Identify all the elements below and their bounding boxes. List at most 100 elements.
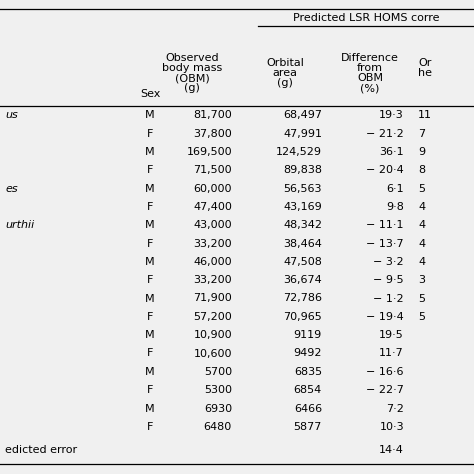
Text: 9·8: 9·8 <box>386 202 404 212</box>
Text: urthii: urthii <box>5 220 34 230</box>
Text: (%): (%) <box>360 83 380 93</box>
Text: 6930: 6930 <box>204 403 232 413</box>
Text: F: F <box>147 238 153 248</box>
Text: 11·7: 11·7 <box>379 348 404 358</box>
Text: OBM: OBM <box>357 73 383 83</box>
Text: F: F <box>147 348 153 358</box>
Text: M: M <box>145 220 155 230</box>
Text: from: from <box>357 63 383 73</box>
Text: − 20·4: − 20·4 <box>366 165 404 175</box>
Text: 36,674: 36,674 <box>283 275 322 285</box>
Text: F: F <box>147 165 153 175</box>
Text: area: area <box>273 68 298 78</box>
Text: 10,900: 10,900 <box>193 330 232 340</box>
Text: 11: 11 <box>418 110 432 120</box>
Text: 10,600: 10,600 <box>193 348 232 358</box>
Text: 48,342: 48,342 <box>283 220 322 230</box>
Text: us: us <box>5 110 18 120</box>
Text: 4: 4 <box>418 220 425 230</box>
Text: 8: 8 <box>418 165 425 175</box>
Text: 10·3: 10·3 <box>379 422 404 432</box>
Text: − 9·5: − 9·5 <box>374 275 404 285</box>
Text: 9119: 9119 <box>294 330 322 340</box>
Text: Sex: Sex <box>140 89 160 99</box>
Text: 60,000: 60,000 <box>193 183 232 193</box>
Text: − 3·2: − 3·2 <box>374 257 404 267</box>
Text: 5: 5 <box>418 183 425 193</box>
Text: 33,200: 33,200 <box>193 238 232 248</box>
Text: 5: 5 <box>418 293 425 303</box>
Text: 68,497: 68,497 <box>283 110 322 120</box>
Text: − 16·6: − 16·6 <box>366 367 404 377</box>
Text: 6854: 6854 <box>294 385 322 395</box>
Text: 7·2: 7·2 <box>386 403 404 413</box>
Text: − 22·7: − 22·7 <box>366 385 404 395</box>
Text: body mass: body mass <box>162 63 222 73</box>
Text: M: M <box>145 403 155 413</box>
Text: M: M <box>145 330 155 340</box>
Text: F: F <box>147 275 153 285</box>
Text: 6480: 6480 <box>204 422 232 432</box>
Text: 19·3: 19·3 <box>379 110 404 120</box>
Text: 81,700: 81,700 <box>193 110 232 120</box>
Text: − 21·2: − 21·2 <box>366 128 404 138</box>
Text: 4: 4 <box>418 257 425 267</box>
Text: M: M <box>145 293 155 303</box>
Text: 5700: 5700 <box>204 367 232 377</box>
Text: 6835: 6835 <box>294 367 322 377</box>
Text: M: M <box>145 183 155 193</box>
Text: 36·1: 36·1 <box>379 147 404 157</box>
Text: 33,200: 33,200 <box>193 275 232 285</box>
Text: 6·1: 6·1 <box>386 183 404 193</box>
Text: (g): (g) <box>184 83 200 93</box>
Text: Predicted LSR HOMS corre: Predicted LSR HOMS corre <box>293 12 439 22</box>
Text: 5: 5 <box>418 312 425 322</box>
Text: − 11·1: − 11·1 <box>366 220 404 230</box>
Text: (g): (g) <box>277 78 293 88</box>
Text: 37,800: 37,800 <box>193 128 232 138</box>
Text: 7: 7 <box>418 128 425 138</box>
Text: es: es <box>5 183 18 193</box>
Text: 47,508: 47,508 <box>283 257 322 267</box>
Text: 4: 4 <box>418 238 425 248</box>
Text: 3: 3 <box>418 275 425 285</box>
Text: M: M <box>145 367 155 377</box>
Text: 6466: 6466 <box>294 403 322 413</box>
Text: − 1·2: − 1·2 <box>374 293 404 303</box>
Text: 9492: 9492 <box>293 348 322 358</box>
Text: − 19·4: − 19·4 <box>366 312 404 322</box>
Text: Observed: Observed <box>165 53 219 63</box>
Text: 4: 4 <box>418 202 425 212</box>
Text: 47,991: 47,991 <box>283 128 322 138</box>
Text: edicted error: edicted error <box>5 445 77 455</box>
Text: Difference: Difference <box>341 53 399 63</box>
Text: M: M <box>145 147 155 157</box>
Text: 71,900: 71,900 <box>193 293 232 303</box>
Text: F: F <box>147 312 153 322</box>
Text: 70,965: 70,965 <box>283 312 322 322</box>
Text: 169,500: 169,500 <box>186 147 232 157</box>
Text: F: F <box>147 128 153 138</box>
Text: M: M <box>145 257 155 267</box>
Text: 19·5: 19·5 <box>379 330 404 340</box>
Text: − 13·7: − 13·7 <box>366 238 404 248</box>
Text: 14·4: 14·4 <box>379 445 404 455</box>
Text: 43,169: 43,169 <box>283 202 322 212</box>
Text: he: he <box>418 68 432 78</box>
Text: Orbital: Orbital <box>266 58 304 68</box>
Text: 71,500: 71,500 <box>193 165 232 175</box>
Text: F: F <box>147 385 153 395</box>
Text: 5300: 5300 <box>204 385 232 395</box>
Text: 124,529: 124,529 <box>276 147 322 157</box>
Text: 56,563: 56,563 <box>283 183 322 193</box>
Text: Or: Or <box>418 58 431 68</box>
Text: 46,000: 46,000 <box>193 257 232 267</box>
Text: 47,400: 47,400 <box>193 202 232 212</box>
Text: 57,200: 57,200 <box>193 312 232 322</box>
Text: 43,000: 43,000 <box>193 220 232 230</box>
Text: M: M <box>145 110 155 120</box>
Text: (OBM): (OBM) <box>174 73 210 83</box>
Text: 72,786: 72,786 <box>283 293 322 303</box>
Text: 38,464: 38,464 <box>283 238 322 248</box>
Text: 89,838: 89,838 <box>283 165 322 175</box>
